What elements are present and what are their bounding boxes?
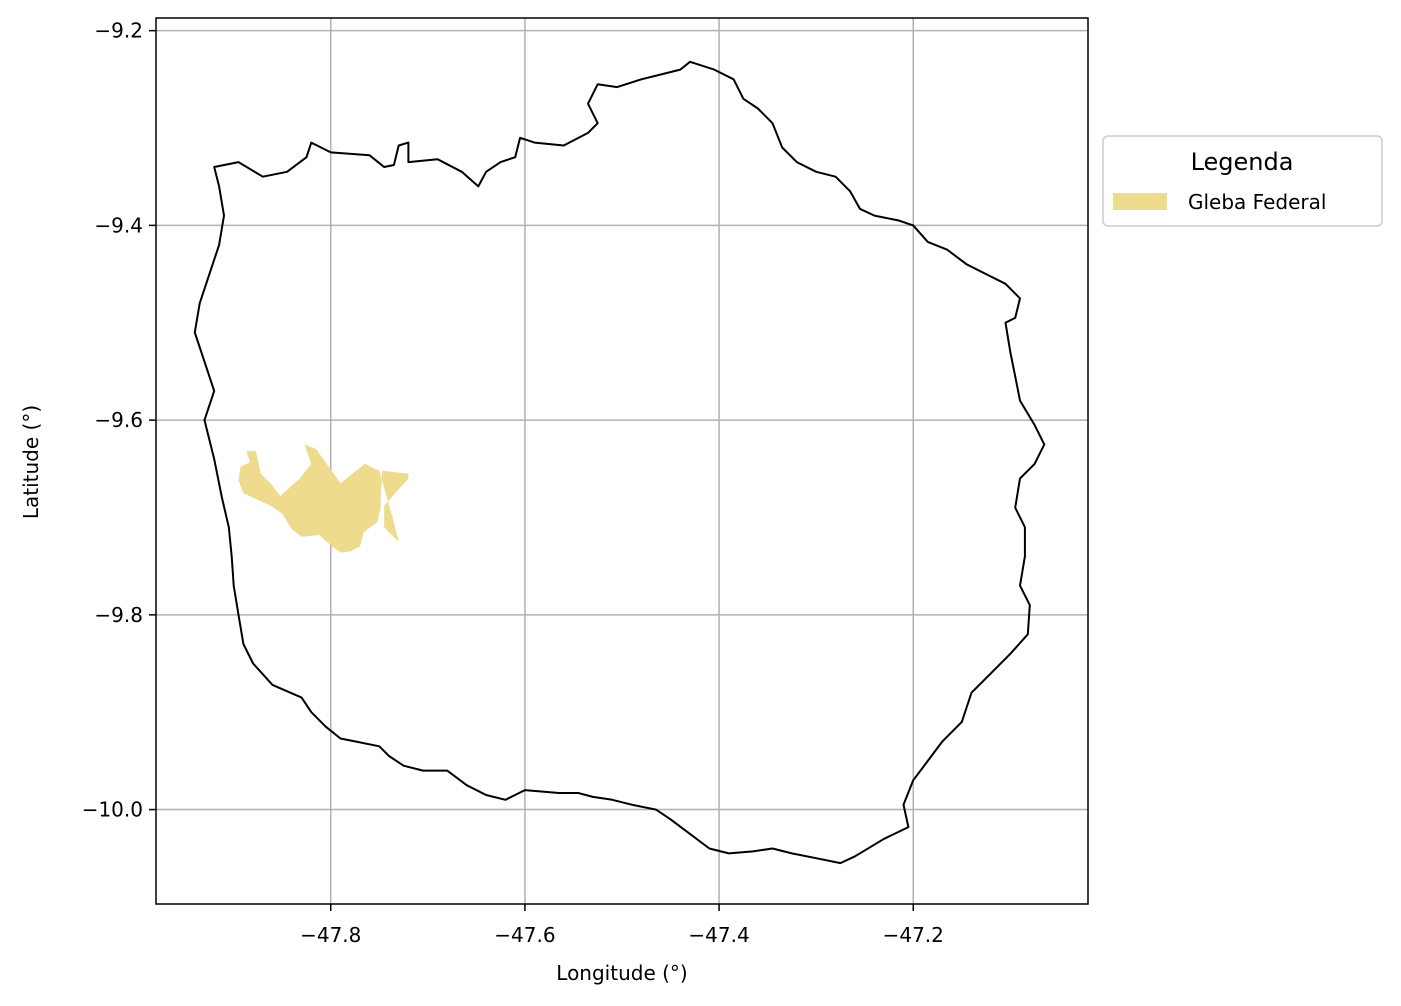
plot-frame: [155, 17, 1089, 905]
x-tick-label: −47.4: [688, 923, 749, 947]
municipality-boundary: [193, 60, 1046, 865]
legend-entry-gleba: Gleba Federal: [1188, 190, 1326, 214]
x-tick-label: −47.2: [883, 923, 944, 947]
y-axis-ticks: −9.2 −9.4 −9.6 −9.8 −10.0: [82, 19, 156, 822]
y-tick-label: −9.8: [94, 603, 143, 627]
y-tick-label: −9.4: [94, 213, 143, 237]
x-tick-label: −47.8: [300, 923, 361, 947]
legend-title: Legenda: [1191, 148, 1294, 176]
legend: Legenda Gleba Federal: [1102, 135, 1383, 227]
legend-box: [1102, 135, 1383, 227]
y-tick-label: −10.0: [82, 798, 143, 822]
y-axis-label: Latitude (°): [19, 405, 43, 519]
y-tick-label: −9.2: [94, 19, 143, 43]
x-tick-label: −47.6: [494, 923, 555, 947]
gleba-federal-area: [238, 444, 409, 553]
x-axis-label: Longitude (°): [556, 961, 687, 985]
x-axis-ticks: −47.8 −47.6 −47.4 −47.2: [300, 904, 944, 947]
grid: [156, 18, 1088, 904]
y-tick-label: −9.6: [94, 408, 143, 432]
legend-swatch-gleba: [1113, 193, 1167, 210]
